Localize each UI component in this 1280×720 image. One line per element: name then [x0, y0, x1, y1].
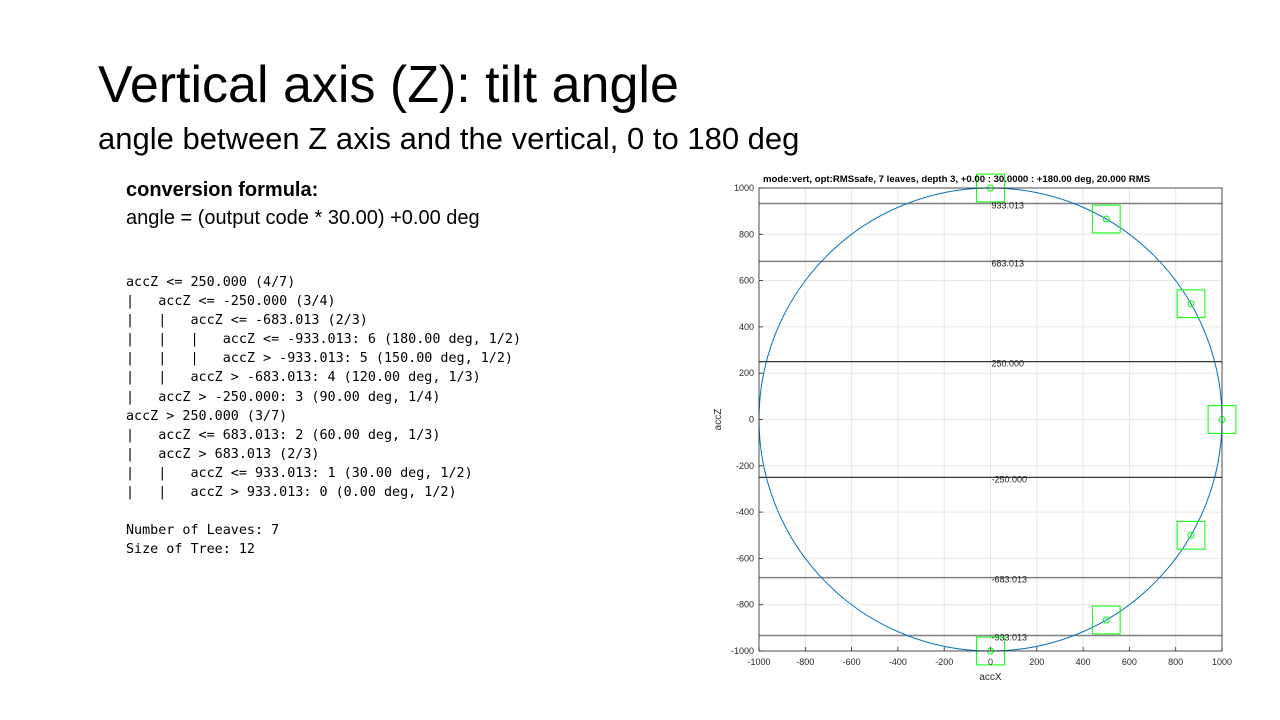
y-axis-label: accZ — [713, 409, 724, 431]
marker-box — [1091, 605, 1121, 635]
tree-line: accZ <= 250.000 (4/7) — [126, 275, 296, 290]
y-tick-label: -800 — [736, 600, 754, 610]
x-tick-label: 0 — [988, 657, 993, 667]
threshold-label: 683.013 — [992, 258, 1025, 268]
y-tick-label: 200 — [739, 368, 754, 378]
chart-title: mode:vert, opt:RMSsafe, 7 leaves, depth … — [763, 174, 1151, 185]
data-point — [1102, 616, 1110, 624]
slide-subtitle: angle between Z axis and the vertical, 0… — [98, 121, 800, 156]
data-point — [1187, 300, 1195, 308]
data-point — [1187, 531, 1195, 539]
marker-box — [1176, 520, 1206, 550]
x-tick-label: 400 — [1076, 657, 1091, 667]
x-tick-label: -1000 — [747, 657, 770, 667]
tree-line: | | accZ > 933.013: 0 (0.00 deg, 1/2) — [126, 485, 457, 501]
tilt-angle-chart: 933.013 683.013 250.000 -250.000 -683.013 -93… — [713, 173, 1237, 683]
marker-box — [1091, 204, 1121, 234]
tree-line: | | accZ <= 933.013: 1 (30.00 deg, 1/2) — [126, 465, 473, 481]
tree-line: | accZ <= 683.013: 2 (60.00 deg, 1/3) — [126, 427, 441, 443]
tree-line: | accZ <= -250.000 (3/4) — [126, 294, 336, 310]
threshold-label: -250.000 — [992, 474, 1028, 484]
x-tick-label: 800 — [1168, 657, 1183, 667]
tree-line: Size of Tree: 12 — [126, 542, 255, 558]
x-tick-label: -400 — [889, 657, 907, 667]
tree-line: | | accZ > -683.013: 4 (120.00 deg, 1/3) — [126, 370, 481, 386]
tree-line: | | | accZ <= -933.013: 6 (180.00 deg, 1… — [126, 332, 522, 348]
marker-box — [1176, 289, 1206, 319]
threshold-label: 250.000 — [992, 359, 1025, 369]
y-tick-label: 400 — [739, 322, 754, 332]
y-tick-label: 1000 — [734, 183, 754, 193]
data-point — [1102, 215, 1110, 223]
y-tick-label: 600 — [739, 276, 754, 286]
y-tick-label: -400 — [736, 507, 754, 517]
x-tick-label: 1000 — [1212, 657, 1232, 667]
x-tick-label: -600 — [843, 657, 861, 667]
tree-line: | | | accZ > -933.013: 5 (150.00 deg, 1/… — [126, 351, 513, 367]
y-tick-label: 0 — [749, 415, 754, 425]
x-axis-label: accX — [979, 672, 1002, 683]
tree-line: Number of Leaves: 7 — [126, 523, 280, 539]
y-tick-label: 800 — [739, 229, 754, 239]
tree-line: | accZ > 683.013 (2/3) — [126, 446, 320, 462]
x-tick-label: -200 — [935, 657, 953, 667]
tree-line: | accZ > -250.000: 3 (90.00 deg, 1/4) — [126, 389, 441, 405]
formula-heading: conversion formula: — [126, 179, 319, 201]
y-tick-label: -600 — [736, 553, 754, 563]
threshold-label: -683.013 — [992, 575, 1028, 585]
x-tick-label: -800 — [796, 657, 814, 667]
x-tick-label: 200 — [1029, 657, 1044, 667]
threshold-label: 933.013 — [992, 201, 1025, 211]
slide-title: Vertical axis (Z): tilt angle — [98, 56, 679, 114]
x-tick-label: 600 — [1122, 657, 1137, 667]
y-tick-label: -200 — [736, 461, 754, 471]
decision-tree-text: accZ <= 250.000 (4/7) | accZ <= -250.000… — [126, 273, 521, 559]
threshold-label: -933.013 — [992, 632, 1028, 642]
tree-line: | | accZ <= -683.013 (2/3) — [126, 313, 368, 329]
formula-text: angle = (output code * 30.00) +0.00 deg — [126, 207, 480, 229]
y-tick-label: -1000 — [731, 646, 754, 656]
tree-line: accZ > 250.000 (3/7) — [126, 408, 288, 424]
